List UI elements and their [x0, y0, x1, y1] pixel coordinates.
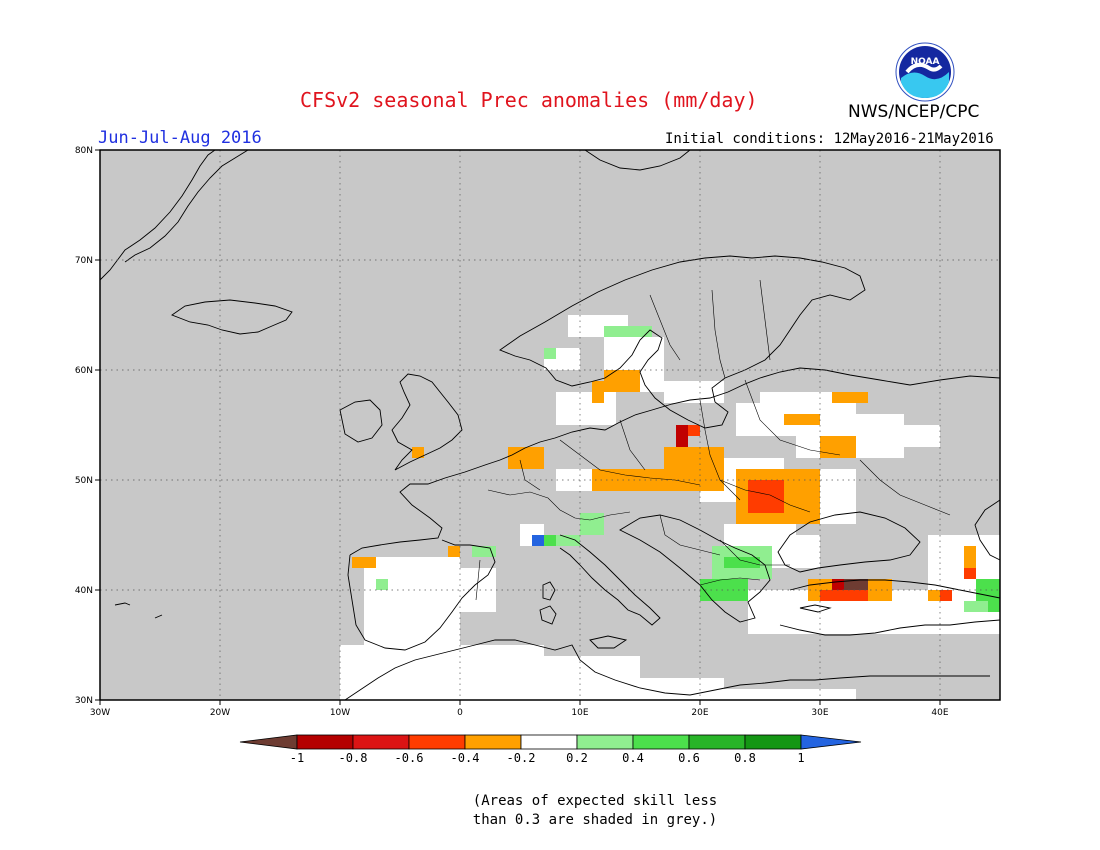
- map-axes: 30W 20W 10W 0 10E 20E 30E 40E 30N 40N 50N 60N 70N 80N: [75, 146, 949, 718]
- anomaly-cell-red: [940, 590, 952, 601]
- lon-tick-label: 0: [457, 708, 463, 718]
- lon-tick-label: 40E: [931, 708, 948, 718]
- anomaly-cell-green: [700, 579, 748, 601]
- map-frame: [99, 149, 1001, 701]
- anomaly-cell-orange: [448, 546, 460, 557]
- anomaly-cell-red: [820, 590, 868, 601]
- anomaly-cell-orange: [832, 392, 868, 403]
- anomaly-cell-white: [436, 568, 496, 612]
- skill-note: (Areas of expected skill less than 0.3 a…: [430, 792, 760, 830]
- anomaly-cell-red: [964, 568, 976, 579]
- anomaly-cell-white: [664, 381, 724, 403]
- lon-tick-label: 30W: [90, 708, 110, 718]
- skill-note-line-1: (Areas of expected skill less: [472, 793, 718, 809]
- anomaly-cells: [340, 315, 1000, 700]
- anomaly-cell-orange: [820, 436, 856, 458]
- agency-label: NWS/NCEP/CPC: [848, 102, 980, 122]
- lat-tick-label: 80N: [75, 146, 93, 156]
- anomaly-cell-orange: [352, 557, 376, 568]
- anomaly-cell-orange: [964, 546, 976, 568]
- initial-conditions-label: Initial conditions: 12May2016-21May2016: [665, 131, 994, 147]
- country-borders: [475, 279, 951, 601]
- lat-tick-label: 50N: [75, 476, 93, 486]
- lon-tick-label: 20W: [210, 708, 230, 718]
- anomaly-cell-white: [640, 689, 856, 700]
- noaa-logo-text: NOAA: [911, 57, 940, 67]
- lat-tick-label: 60N: [75, 366, 93, 376]
- anomaly-cell-lt_green: [376, 579, 388, 590]
- lat-tick-label: 40N: [75, 586, 93, 596]
- lon-tick-label: 20E: [691, 708, 708, 718]
- anomaly-cell-red: [748, 480, 784, 513]
- anomaly-cell-orange: [412, 447, 424, 458]
- anomaly-cell-lt_green: [604, 326, 652, 337]
- coastlines: [99, 149, 1001, 701]
- anomaly-cell-green: [544, 535, 556, 546]
- anomaly-cell-dk_red: [832, 579, 844, 590]
- anomaly-cell-orange: [784, 414, 820, 425]
- anomaly-cell-lt_green: [580, 513, 604, 535]
- anomaly-cell-dk_red: [676, 425, 688, 447]
- anomaly-cell-white: [556, 392, 616, 425]
- anomaly-cell-green: [988, 590, 1000, 612]
- anomaly-cell-orange: [592, 381, 604, 403]
- lon-tick-label: 10W: [330, 708, 350, 718]
- anomaly-cell-green: [724, 557, 760, 568]
- lon-tick-label: 30E: [811, 708, 828, 718]
- anomaly-cell-lt_green: [472, 546, 496, 557]
- anomaly-cell-blue: [532, 535, 544, 546]
- anomaly-cell-lt_green: [544, 348, 556, 359]
- lon-tick-label: 10E: [571, 708, 588, 718]
- anomaly-cell-orange: [664, 447, 724, 491]
- anomaly-cell-lt_green: [964, 601, 988, 612]
- skill-note-line-2: than 0.3 are shaded in grey.): [472, 812, 718, 828]
- period-label: Jun-Jul-Aug 2016: [98, 128, 262, 148]
- lat-tick-label: 70N: [75, 256, 93, 266]
- anomaly-cell-orange: [508, 447, 544, 469]
- anomaly-cell-orange: [604, 370, 640, 392]
- noaa-logo-icon: NOAA: [895, 42, 955, 102]
- graticule: [100, 150, 1000, 700]
- chart-title: CFSv2 seasonal Prec anomalies (mm/day): [300, 88, 758, 112]
- lat-tick-label: 30N: [75, 696, 93, 706]
- anomaly-cell-white: [856, 425, 940, 447]
- anomaly-cell-brown: [844, 579, 868, 590]
